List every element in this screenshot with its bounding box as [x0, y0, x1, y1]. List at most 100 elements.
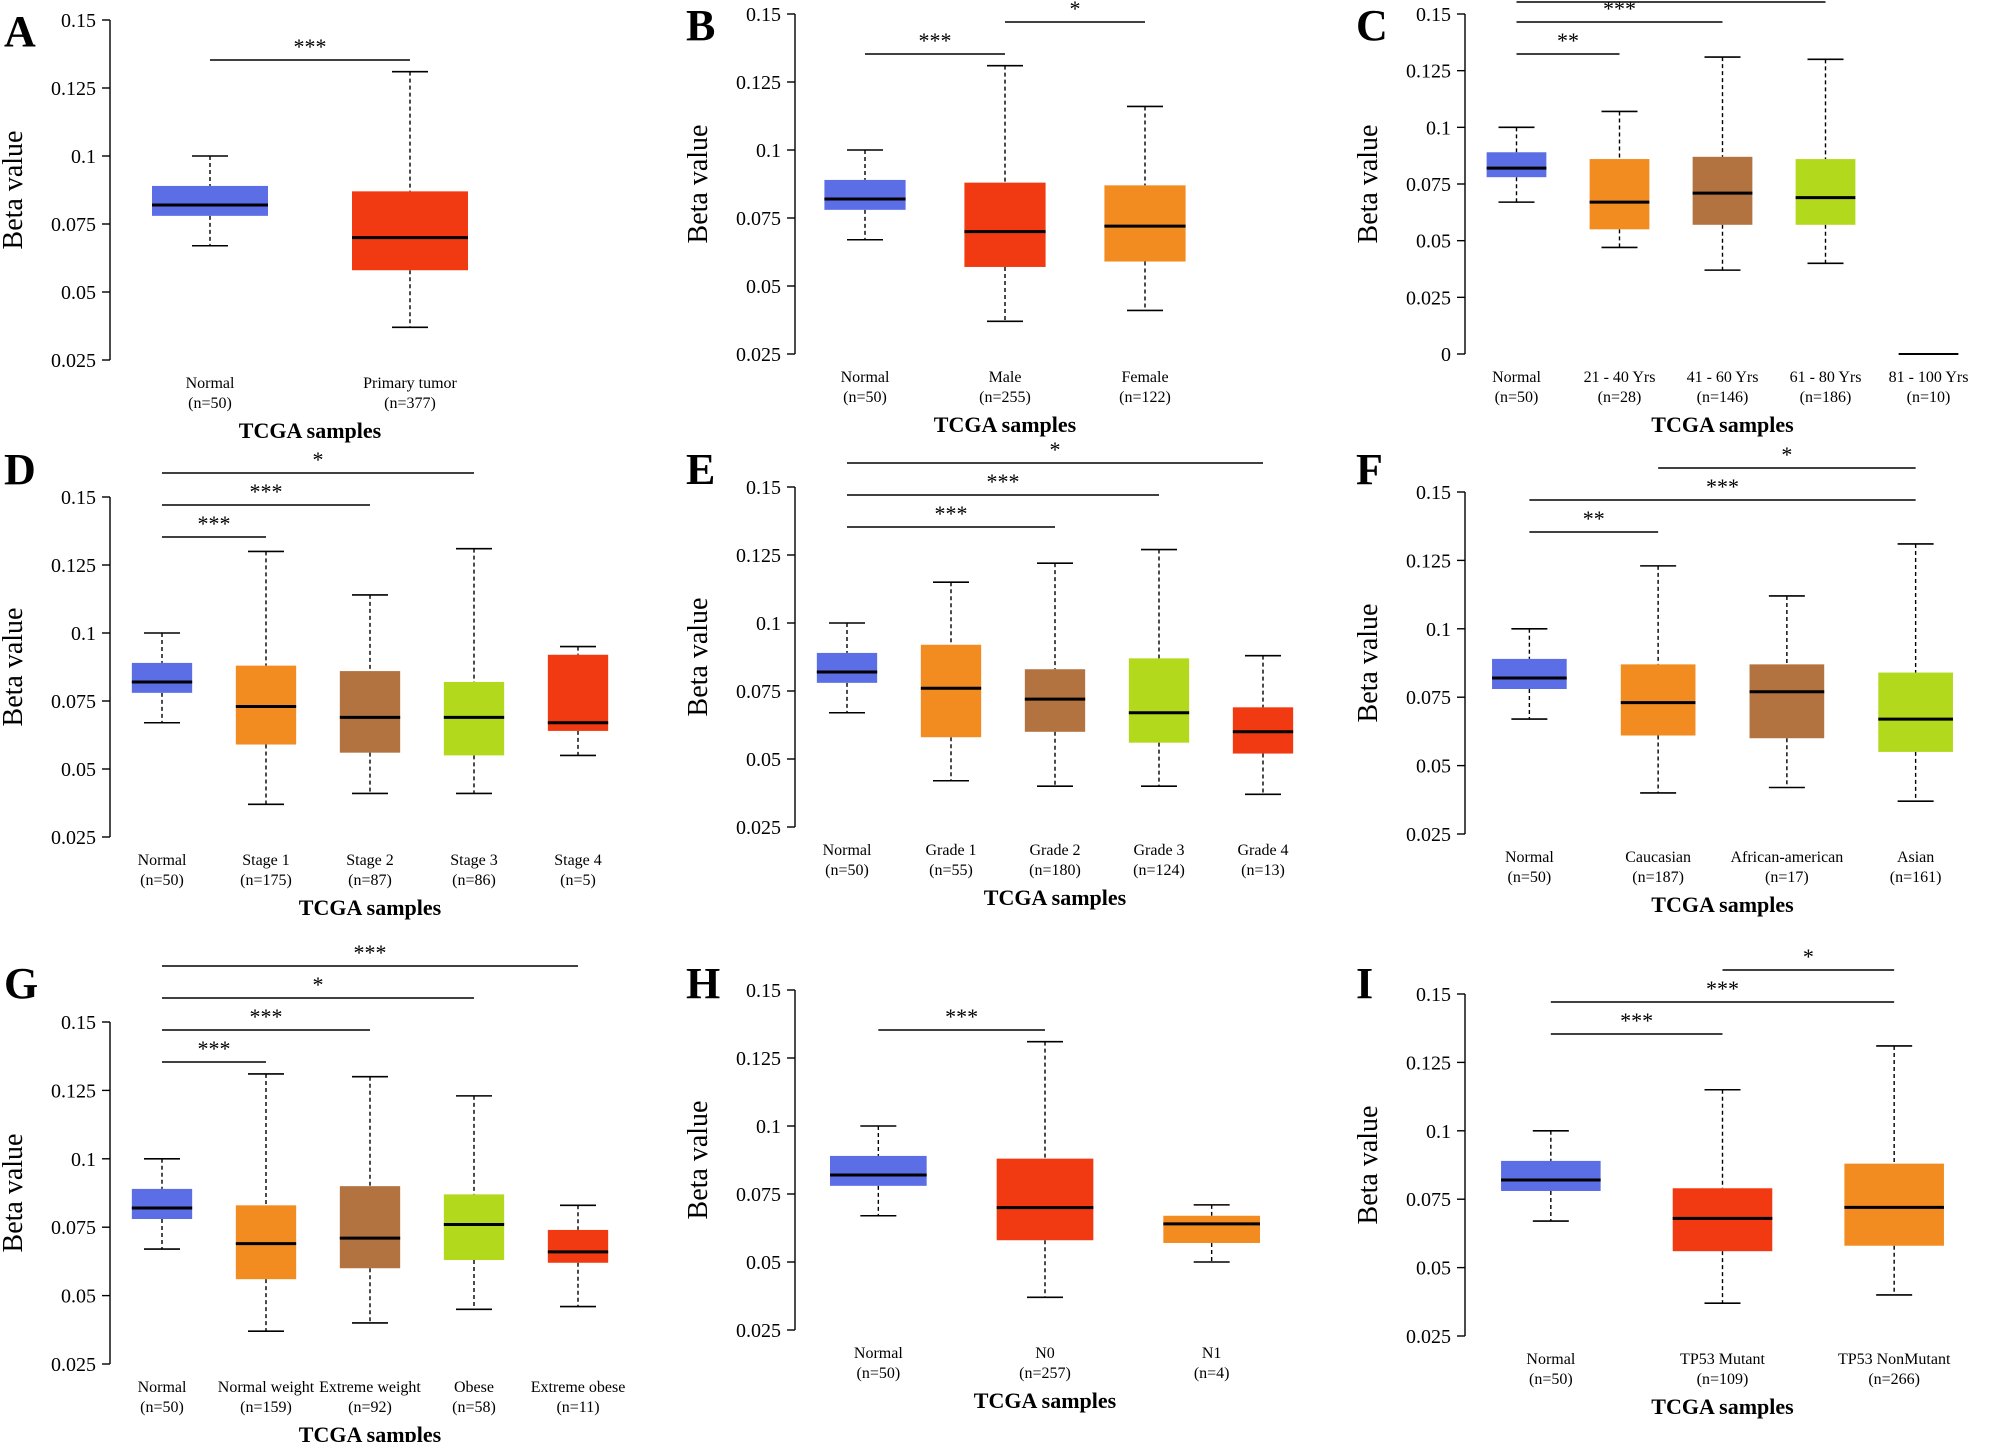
x-tick-count: (n=186) — [1800, 389, 1852, 406]
box-iqr — [131, 662, 193, 693]
x-tick-label: 81 - 100 Yrs — [1889, 369, 1969, 386]
x-tick-label: Normal — [1526, 1351, 1575, 1368]
box-obese: Obese (n=58) — [443, 1095, 505, 1416]
panel-e: E 0.025 0.05 0.075 0.1 0.125 0.15 Beta value Nor… — [683, 437, 1294, 910]
y-tick-label: 0.025 — [1406, 287, 1451, 309]
significance-label: ** — [1557, 28, 1579, 53]
y-tick-label: 0.15 — [746, 477, 781, 499]
x-tick-count: (n=50) — [1495, 389, 1539, 406]
y-axis-label: Beta value — [683, 1101, 714, 1220]
box-iqr — [1878, 672, 1953, 752]
x-tick-count: (n=159) — [240, 1399, 292, 1416]
box-81-100-yrs: 81 - 100 Yrs (n=10) — [1889, 353, 1969, 406]
y-tick-label: 0.15 — [1416, 482, 1451, 504]
x-tick-label: Caucasian — [1625, 849, 1691, 866]
box-caucasian: Caucasian (n=187) — [1620, 565, 1696, 886]
box-iqr — [1844, 1163, 1944, 1246]
y-tick-label: 0.15 — [1416, 984, 1451, 1006]
x-tick-count: (n=266) — [1868, 1371, 1920, 1388]
y-tick-label: 0.025 — [1406, 1326, 1451, 1348]
y-axis-label: Beta value — [0, 608, 29, 727]
box-extreme-weight: Extreme weight (n=92) — [319, 1075, 421, 1416]
significance-label: *** — [250, 1004, 283, 1029]
box-iqr — [1749, 664, 1825, 739]
panel-letter: I — [1356, 959, 1373, 1008]
y-tick-label: 0.025 — [51, 350, 96, 372]
y-tick-label: 0.05 — [61, 759, 96, 781]
x-tick-count: (n=10) — [1907, 389, 1951, 406]
y-tick-label: 0.15 — [61, 1012, 96, 1034]
box-iqr — [1104, 185, 1186, 262]
box-stage-2: Stage 2 (n=87) — [339, 594, 401, 889]
box-normal: Normal (n=50) — [1501, 1130, 1601, 1388]
x-tick-label: Asian — [1897, 849, 1934, 866]
box-iqr — [339, 1186, 401, 1269]
x-axis-label: TCGA samples — [1651, 1394, 1794, 1419]
x-axis-label: TCGA samples — [239, 418, 382, 443]
significance-label: * — [313, 972, 324, 997]
x-tick-count: (n=87) — [348, 872, 392, 889]
y-tick-label: 0.1 — [756, 613, 781, 635]
panel-i: I 0.025 0.05 0.075 0.1 0.125 0.15 Beta value Nor… — [1353, 944, 1951, 1419]
x-tick-count: (n=50) — [188, 395, 232, 412]
x-tick-count: (n=17) — [1765, 869, 1809, 886]
x-tick-count: (n=50) — [140, 872, 184, 889]
panel-h: H 0.025 0.05 0.075 0.1 0.125 0.15 Beta value Nor… — [683, 959, 1260, 1413]
significance-label: *** — [250, 479, 283, 504]
x-tick-count: (n=255) — [979, 389, 1031, 406]
x-tick-count: (n=377) — [384, 395, 436, 412]
x-axis-label: TCGA samples — [934, 412, 1077, 437]
box-normal: Normal (n=50) — [131, 1158, 193, 1416]
y-axis-label: Beta value — [1353, 1106, 1384, 1225]
x-tick-label: Obese — [454, 1379, 494, 1396]
x-tick-label: Male — [989, 369, 1022, 386]
x-tick-count: (n=161) — [1890, 869, 1942, 886]
box-normal: Normal (n=50) — [131, 632, 193, 889]
box-normal: Normal (n=50) — [830, 1125, 927, 1382]
y-axis-label: Beta value — [1353, 604, 1384, 723]
y-tick-label: 0.1 — [1426, 1121, 1451, 1143]
y-tick-label: 0.075 — [51, 1217, 96, 1239]
box-iqr — [816, 652, 878, 683]
y-tick-label: 0.075 — [51, 691, 96, 713]
box-iqr — [1501, 1160, 1601, 1191]
box-normal: Normal (n=50) — [1492, 627, 1567, 886]
box-normal: Normal (n=50) — [824, 149, 906, 406]
box-iqr — [352, 191, 468, 271]
x-tick-label: Grade 2 — [1029, 842, 1080, 859]
x-tick-count: (n=109) — [1697, 1371, 1749, 1388]
box-grade-4: Grade 4 (n=13) — [1232, 654, 1294, 879]
y-axis-label: Beta value — [0, 1134, 29, 1253]
y-tick-label: 0.075 — [1406, 1189, 1451, 1211]
x-tick-count: (n=13) — [1241, 862, 1285, 879]
y-tick-label: 0.075 — [1406, 687, 1451, 709]
box-21-40-yrs: 21 - 40 Yrs (n=28) — [1584, 110, 1655, 406]
y-tick-label: 0.05 — [1416, 1258, 1451, 1280]
significance-label: *** — [945, 1004, 978, 1029]
x-tick-label: 41 - 60 Yrs — [1687, 369, 1759, 386]
panel-letter: E — [686, 445, 715, 494]
significance-label: * — [1803, 944, 1814, 969]
x-tick-label: Stage 1 — [242, 852, 290, 869]
panel-g: G 0.025 0.05 0.075 0.1 0.125 0.15 Beta value Nor… — [0, 940, 625, 1442]
x-tick-label: Normal — [186, 375, 235, 392]
x-tick-count: (n=175) — [240, 872, 292, 889]
box-female: Female (n=122) — [1104, 105, 1186, 406]
y-tick-label: 0.05 — [746, 1252, 781, 1274]
x-tick-count: (n=11) — [556, 1399, 599, 1416]
x-tick-count: (n=50) — [1508, 869, 1552, 886]
significance-label: ** — [1583, 506, 1605, 531]
y-tick-label: 0.125 — [51, 555, 96, 577]
y-tick-label: 0.05 — [746, 749, 781, 771]
y-axis-label: Beta value — [1353, 125, 1384, 244]
y-tick-label: 0.075 — [736, 1184, 781, 1206]
x-tick-label: Grade 1 — [925, 842, 976, 859]
y-tick-label: 0.025 — [51, 827, 96, 849]
panel-letter: C — [1356, 1, 1388, 50]
y-tick-label: 0.15 — [61, 10, 96, 32]
x-tick-label: Normal — [138, 852, 187, 869]
box-61-80-yrs: 61 - 80 Yrs (n=186) — [1790, 58, 1861, 406]
box-tp53-nonmutant: TP53 NonMutant (n=266) — [1838, 1045, 1951, 1388]
x-tick-label: Primary tumor — [363, 375, 457, 392]
y-tick-label: 0.025 — [736, 1320, 781, 1342]
